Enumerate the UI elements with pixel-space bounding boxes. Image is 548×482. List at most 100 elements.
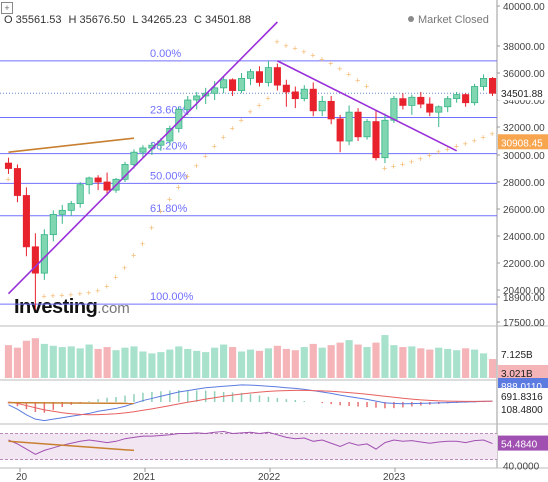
trendline <box>7 21 278 295</box>
macd-bottom-label: 108.4800 <box>501 405 543 416</box>
volume-bottom-label-bg <box>498 365 548 380</box>
psar-dot: + <box>364 82 369 92</box>
psar-dot: + <box>86 288 91 298</box>
candle-up <box>453 94 461 100</box>
volume-bar <box>417 348 425 378</box>
candle-up <box>363 121 371 138</box>
open-value: O 35561.53 <box>4 14 62 26</box>
candle-up <box>85 177 93 186</box>
rsi-top-label: 54.4840 <box>501 440 538 451</box>
psar-dot: + <box>274 37 279 47</box>
candle-down <box>354 111 362 138</box>
macd-mid-label-bg <box>498 388 548 403</box>
volume-bar <box>309 343 317 378</box>
volume-bar <box>49 345 57 378</box>
candle-down <box>229 79 237 91</box>
volume-bar <box>354 344 362 378</box>
expand-icon[interactable]: + <box>1 2 13 14</box>
ohlc-readout: O 35561.53 H 35676.50 L 34265.23 C 34501.88 <box>4 14 258 26</box>
macd-mid-label: 691.8316 <box>501 392 543 403</box>
psar-dot: + <box>59 291 64 301</box>
candle-down <box>282 84 290 93</box>
macd-signal-line <box>8 389 493 416</box>
y-tick-label: 24000.00 <box>503 232 545 243</box>
volume-bar <box>246 349 255 378</box>
volume-bar <box>300 347 308 378</box>
macd-trendline <box>8 401 134 405</box>
psar-dot: + <box>337 64 342 74</box>
volume-bar <box>130 346 138 378</box>
psar-dot: + <box>256 100 261 110</box>
psar-dot: + <box>427 151 432 161</box>
volume-bar <box>103 347 111 378</box>
market-status-text: Market Closed <box>418 14 489 26</box>
y-tick-label: 18900.00 <box>503 293 545 304</box>
psar-dot: + <box>131 251 136 261</box>
psar-dot: + <box>418 154 423 164</box>
candle-up <box>49 213 57 236</box>
psar-dot: + <box>382 164 387 174</box>
candle-down <box>426 103 434 113</box>
candle-up <box>264 67 272 83</box>
fib-level-label: 38.20% <box>150 141 188 153</box>
y-tick-label: 20400.00 <box>503 286 545 297</box>
candle-up <box>246 71 255 79</box>
psar-dot: + <box>481 133 486 143</box>
psar-dot: + <box>248 107 253 117</box>
volume-bar <box>390 345 398 378</box>
y-tick-label: 40000.00 <box>503 2 545 13</box>
volume-bar <box>193 350 201 378</box>
psar-dot: + <box>149 223 154 233</box>
volume-bar <box>291 350 299 378</box>
candle-down <box>103 181 111 191</box>
support-trendline <box>8 137 135 153</box>
volume-bar <box>444 348 452 378</box>
candle-up <box>435 106 443 113</box>
volume-top-label-bg <box>498 346 548 361</box>
psar-dot: + <box>185 172 190 182</box>
volume-bar <box>148 353 156 378</box>
volume-bar <box>139 351 147 378</box>
volume-bar <box>67 346 75 378</box>
trendline <box>277 60 458 152</box>
candle-up <box>381 119 389 159</box>
candle-down <box>94 177 102 183</box>
psar-dot: + <box>346 69 351 79</box>
fib-level-label: 50.00% <box>150 170 188 182</box>
volume-bar <box>372 342 380 378</box>
psar-dot: + <box>167 195 172 205</box>
volume-bar <box>121 347 129 378</box>
volume-bar <box>4 345 13 378</box>
indicator-price-tag: 30908.45 <box>501 138 543 149</box>
psar-dot: + <box>230 123 235 133</box>
psar-dot: + <box>319 55 324 65</box>
candle-up <box>480 78 488 87</box>
x-tick-label: 2021 <box>133 472 156 482</box>
candle-up <box>300 88 308 100</box>
psar-dot: + <box>283 41 288 51</box>
fib-level-label: 0.00% <box>150 48 181 60</box>
psar-dot: + <box>50 291 55 301</box>
candle-up <box>139 147 147 153</box>
candle-up <box>220 79 228 89</box>
psar-dot: + <box>355 75 360 85</box>
low-value: L 34265.23 <box>132 14 188 26</box>
x-tick-label: 20 <box>16 472 28 482</box>
indicator-price-tag-bg <box>498 134 548 150</box>
psar-dot: + <box>301 47 306 57</box>
psar-dot: + <box>104 282 109 292</box>
candle-down <box>273 67 281 86</box>
volume-bar <box>31 338 39 378</box>
volume-bar <box>112 350 120 378</box>
candle-down <box>309 88 317 112</box>
candle-down <box>291 91 299 100</box>
volume-bar <box>175 346 183 378</box>
fib-level-label: 61.80% <box>150 203 188 215</box>
y-tick-label: 32000.00 <box>503 123 545 134</box>
volume-bar <box>22 340 30 378</box>
volume-bar <box>462 348 470 378</box>
candle-up <box>408 96 416 106</box>
psar-dot: + <box>68 290 73 300</box>
macd-line <box>8 384 493 422</box>
